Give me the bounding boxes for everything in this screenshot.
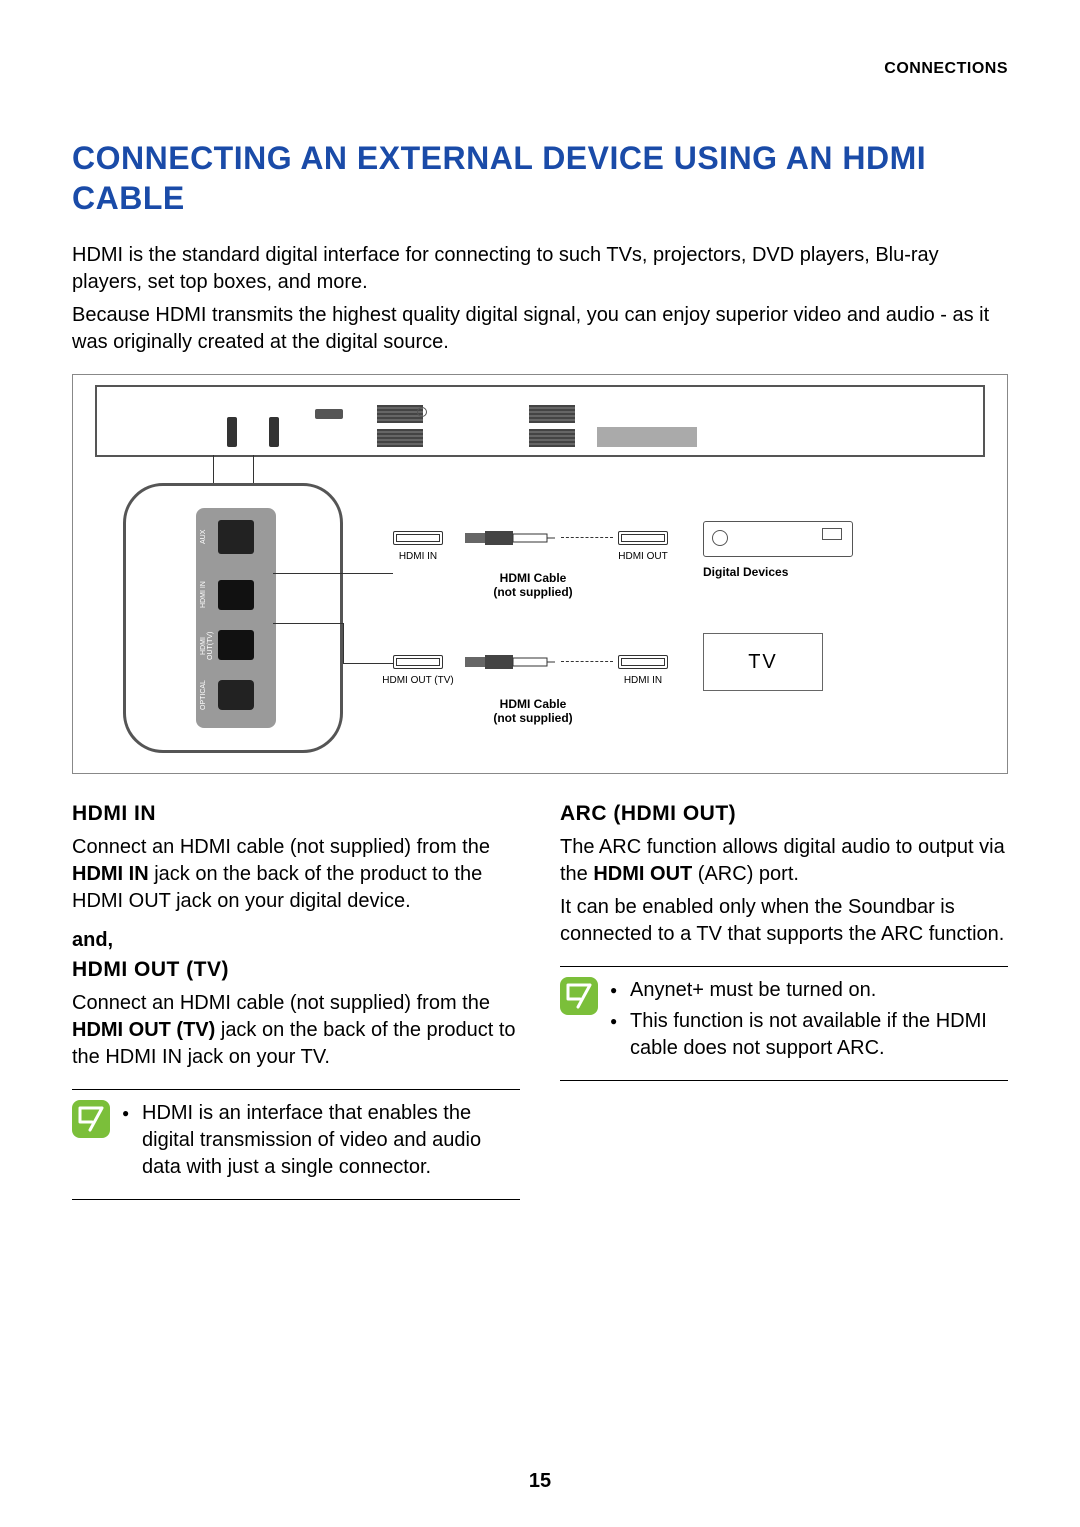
- and-label: and,: [72, 929, 520, 952]
- page-title: CONNECTING AN EXTERNAL DEVICE USING AN H…: [72, 138, 1008, 218]
- intro-block: HDMI is the standard digital interface f…: [72, 242, 1008, 356]
- intro-p1: HDMI is the standard digital interface f…: [72, 242, 1008, 296]
- plug-label-hdmi-out-tv: HDMI OUT (TV): [373, 675, 463, 686]
- page-number: 15: [0, 1470, 1080, 1493]
- tv-box: TV: [703, 633, 823, 691]
- hdmi-plug-icon: [393, 655, 443, 669]
- port-label-hdmi-in: HDMI IN: [200, 578, 214, 612]
- hdmi-in-text: Connect an HDMI cable (not supplied) fro…: [72, 834, 520, 915]
- arc-hdmi-out-heading: ARC (HDMI OUT): [560, 802, 1008, 826]
- cable-label-2: HDMI Cable (not supplied): [473, 697, 593, 726]
- port-label-hdmi-out-tv: HDMI OUT(TV): [200, 624, 214, 668]
- port-label-aux: AUX: [200, 522, 214, 552]
- hdmi-in-heading: HDMI IN: [72, 802, 520, 826]
- right-column: ARC (HDMI OUT) The ARC function allows d…: [560, 798, 1008, 1200]
- note-icon: [560, 977, 598, 1015]
- arc-text-1: The ARC function allows digital audio to…: [560, 834, 1008, 888]
- hdmi-plug-icon: [393, 531, 443, 545]
- connection-diagram: AUX HDMI IN HDMI OUT(TV) OPTICAL HDMI IN…: [72, 374, 1008, 774]
- cable-label-1: HDMI Cable (not supplied): [473, 571, 593, 600]
- digital-devices-label: Digital Devices: [703, 565, 853, 579]
- note-item: HDMI is an interface that enables the di…: [120, 1100, 520, 1181]
- section-header: CONNECTIONS: [72, 60, 1008, 78]
- port-label-optical: OPTICAL: [200, 678, 214, 712]
- intro-p2: Because HDMI transmits the highest quali…: [72, 302, 1008, 356]
- soundbar-outline: [95, 385, 985, 457]
- plug-label-hdmi-in-2: HDMI IN: [613, 675, 673, 686]
- note-block-right: Anynet+ must be turned on. This function…: [560, 966, 1008, 1081]
- note-block-left: HDMI is an interface that enables the di…: [72, 1089, 520, 1200]
- left-column: HDMI IN Connect an HDMI cable (not suppl…: [72, 798, 520, 1200]
- hdmi-plug-icon: [618, 655, 668, 669]
- hdmi-out-tv-heading: HDMI OUT (TV): [72, 958, 520, 982]
- hdmi-plug-icon: [618, 531, 668, 545]
- hdmi-out-tv-text: Connect an HDMI cable (not supplied) fro…: [72, 990, 520, 1071]
- note-item: This function is not available if the HD…: [608, 1008, 1008, 1062]
- note-item: Anynet+ must be turned on.: [608, 977, 1008, 1004]
- tv-label: TV: [748, 651, 778, 674]
- plug-label-hdmi-out: HDMI OUT: [607, 551, 679, 562]
- cable-jack-icon: [465, 531, 555, 545]
- digital-device-icon: [703, 521, 853, 557]
- arc-text-2: It can be enabled only when the Soundbar…: [560, 894, 1008, 948]
- port-panel: AUX HDMI IN HDMI OUT(TV) OPTICAL: [196, 508, 276, 728]
- plug-label-hdmi-in: HDMI IN: [385, 551, 451, 562]
- port-zoom-box: AUX HDMI IN HDMI OUT(TV) OPTICAL: [123, 483, 343, 753]
- cable-jack-icon: [465, 655, 555, 669]
- note-icon: [72, 1100, 110, 1138]
